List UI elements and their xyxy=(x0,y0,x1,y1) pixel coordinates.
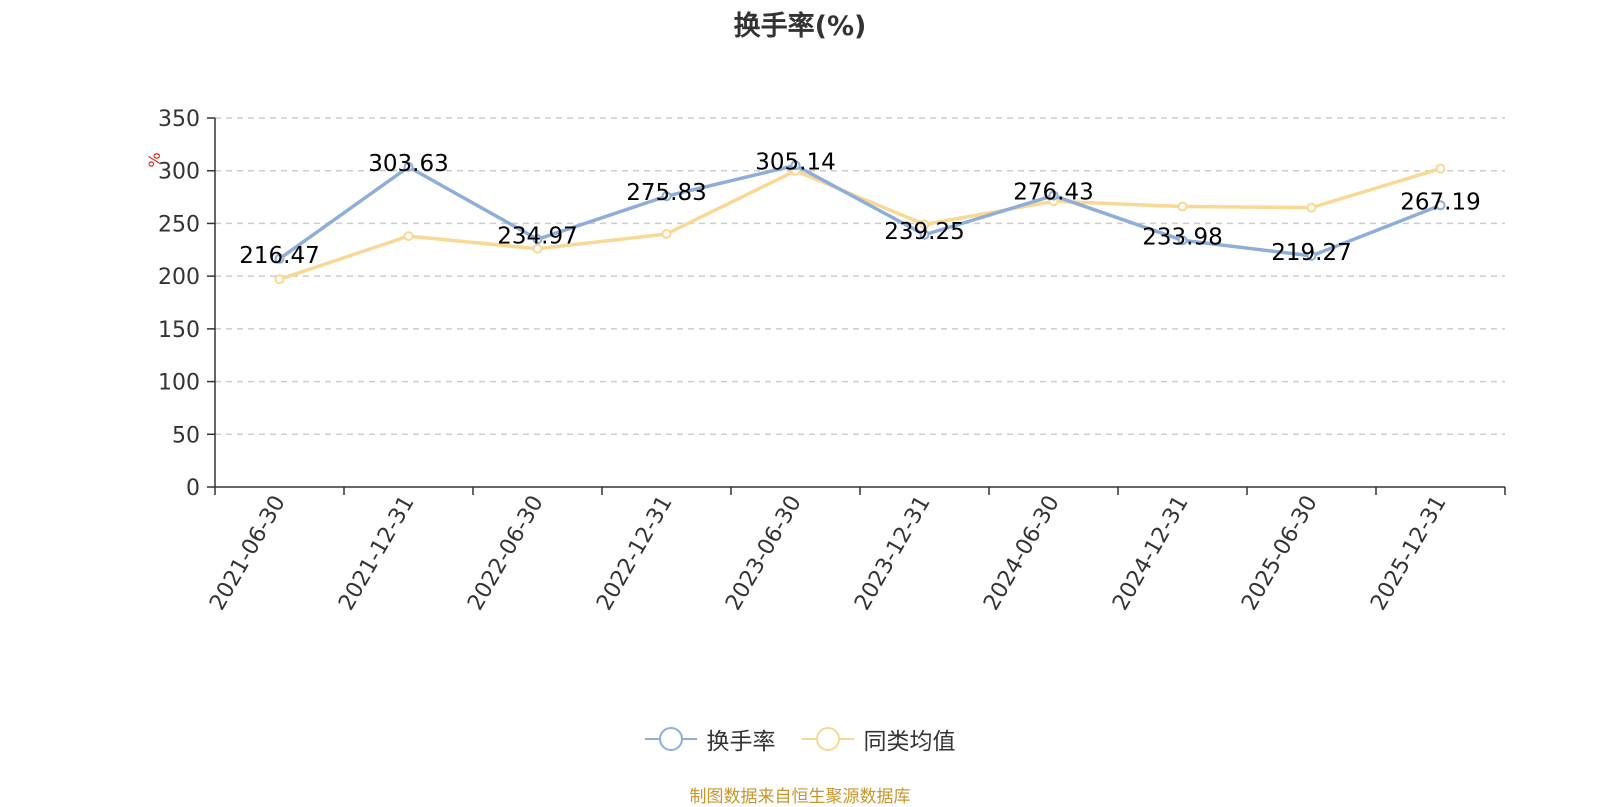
data-point-series-1 xyxy=(1435,200,1446,211)
data-label: 219.27 xyxy=(1271,240,1351,266)
x-axis: 2021-06-30 2021-12-31 2022-06-30 2022-12-31… xyxy=(205,486,1506,615)
data-label: 233.98 xyxy=(1142,224,1222,250)
data-point-series-1 xyxy=(919,229,930,240)
legend-item-series-2[interactable]: 同类均值 xyxy=(801,722,956,756)
data-point-series-2 xyxy=(1177,201,1188,212)
x-tick-label: 2023-12-31 xyxy=(850,492,936,615)
x-tick-label: 2021-12-31 xyxy=(334,492,420,615)
data-point-series-2 xyxy=(1306,202,1317,213)
chart-title: 换手率(%) xyxy=(733,11,867,42)
legend-swatch-series-1 xyxy=(644,726,697,752)
x-tick-label: 2021-06-30 xyxy=(205,492,291,615)
data-point-series-1 xyxy=(1048,190,1059,201)
data-point-series-1 xyxy=(790,160,801,171)
x-tick-label: 2024-12-31 xyxy=(1108,492,1194,615)
data-point-series-1 xyxy=(403,161,414,172)
data-point-series-2 xyxy=(1435,163,1446,174)
x-tick-label: 2023-06-30 xyxy=(721,492,807,615)
x-tick-label: 2022-12-31 xyxy=(592,492,678,615)
data-point-series-1 xyxy=(1177,235,1188,246)
series-line-1 xyxy=(278,163,1442,261)
grid-lines xyxy=(215,117,1505,436)
y-tick-label: 50 xyxy=(172,423,200,448)
y-tick-label: 350 xyxy=(158,107,200,132)
data-point-series-2 xyxy=(532,243,543,254)
data-label: 239.25 xyxy=(884,219,964,245)
data-point-series-2 xyxy=(661,228,672,239)
data-label: 267.19 xyxy=(1400,189,1480,215)
x-tick-label: 2025-06-30 xyxy=(1237,492,1323,615)
y-tick-label: 250 xyxy=(158,212,200,237)
y-tick-label: 150 xyxy=(158,318,200,343)
data-labels: 216.47 303.63 234.97 275.83 305.14 239.25 276.… xyxy=(239,149,1480,268)
data-label: 305.14 xyxy=(755,149,835,175)
data-point-series-2 xyxy=(403,231,414,242)
data-label: 234.97 xyxy=(497,223,577,249)
data-point-series-2 xyxy=(919,219,930,230)
legend-label-series-2: 同类均值 xyxy=(863,729,956,755)
source-note: 制图数据来自恒生聚源数据库 xyxy=(689,787,911,807)
legend-label-series-1: 换手率 xyxy=(706,729,776,755)
data-label: 216.47 xyxy=(239,243,319,269)
data-point-series-1 xyxy=(532,234,543,245)
x-tick-label: 2022-06-30 xyxy=(463,492,549,615)
y-tick-label: 100 xyxy=(158,371,200,396)
y-tick-label: 200 xyxy=(158,265,200,290)
data-point-series-1 xyxy=(274,253,285,264)
y-tick-label: 0 xyxy=(186,476,200,501)
series-line-2 xyxy=(278,166,1442,281)
legend: 换手率 同类均值 xyxy=(0,722,1600,756)
data-label: 276.43 xyxy=(1013,180,1093,206)
data-label: 303.63 xyxy=(368,151,448,177)
y-axis: 0 50 100 150 200 250 300 350 xyxy=(158,107,216,501)
legend-item-series-1[interactable]: 换手率 xyxy=(644,722,776,756)
x-tick-label: 2025-12-31 xyxy=(1366,492,1452,615)
data-label: 275.83 xyxy=(626,180,706,206)
y-axis-unit-label: % xyxy=(145,152,164,167)
legend-swatch-series-2 xyxy=(801,726,854,752)
data-point-series-2 xyxy=(274,274,285,285)
y-tick-label: 300 xyxy=(158,160,200,185)
x-tick-label: 2024-06-30 xyxy=(979,492,1065,615)
data-point-series-1 xyxy=(661,191,672,202)
series-group xyxy=(274,160,1446,285)
data-point-series-1 xyxy=(1306,250,1317,261)
